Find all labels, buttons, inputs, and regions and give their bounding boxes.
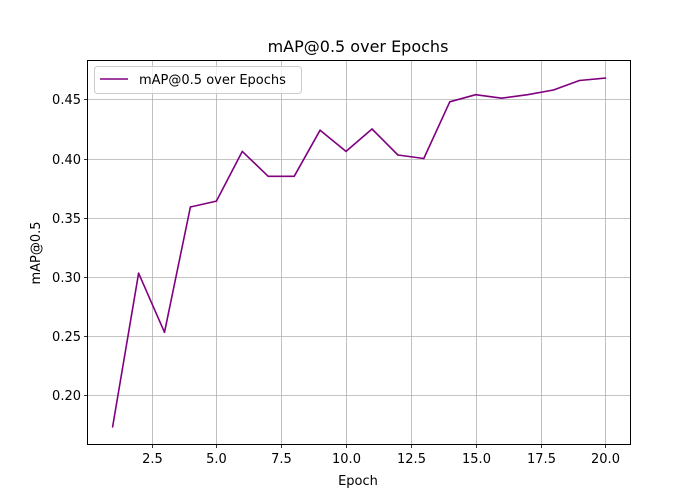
x-tick-label: 17.5 [527, 452, 556, 467]
y-tick-label: 0.25 [52, 330, 81, 345]
y-tick-label: 0.35 [52, 212, 81, 227]
x-tick-label: 15.0 [462, 452, 491, 467]
data-point [267, 175, 270, 178]
y-tick-label: 0.45 [52, 93, 81, 108]
x-tick-label: 20.0 [591, 452, 620, 467]
data-point [604, 77, 607, 79]
data-point [423, 157, 425, 160]
data-point [111, 426, 114, 428]
series-line [111, 77, 606, 428]
x-tick-label: 5.0 [206, 452, 227, 467]
legend-label: mAP@0.5 over Epochs [139, 73, 286, 88]
data-point [345, 150, 347, 153]
data-point [319, 129, 321, 131]
legend-box [94, 66, 302, 94]
data-point [163, 331, 166, 334]
data-point [474, 93, 477, 96]
y-tick-label: 0.20 [52, 389, 81, 404]
y-axis-title: mAP@0.5 [29, 221, 44, 284]
x-tick-label: 12.5 [397, 452, 426, 467]
x-axis-title: Epoch [338, 474, 378, 489]
y-axis: 0.20 0.25 0.30 0.35 0.40 0.45 [52, 93, 88, 404]
data-point [500, 97, 503, 99]
y-tick-label: 0.40 [52, 153, 81, 168]
x-tick-label: 10.0 [332, 452, 361, 467]
chart-title: mAP@0.5 over Epochs [268, 37, 449, 56]
x-tick-label: 7.5 [271, 452, 292, 467]
data-point [371, 128, 373, 130]
data-point [293, 175, 296, 178]
series-layer [111, 77, 607, 428]
x-tick-label: 2.5 [142, 452, 163, 467]
y-tick-label: 0.30 [52, 271, 81, 286]
grid-lines [88, 61, 630, 444]
data-point [552, 89, 555, 91]
x-axis: 2.5 5.0 7.5 10.0 12.5 15.0 17.5 20.0 [142, 444, 620, 467]
data-point [137, 272, 140, 275]
data-point [449, 101, 451, 103]
plot-frame [87, 60, 631, 445]
legend: mAP@0.5 over Epochs [94, 66, 302, 94]
data-point [189, 206, 192, 208]
data-point [526, 93, 529, 96]
data-point [578, 79, 581, 82]
data-point [241, 150, 244, 153]
data-point [215, 200, 218, 202]
data-point [397, 154, 399, 156]
